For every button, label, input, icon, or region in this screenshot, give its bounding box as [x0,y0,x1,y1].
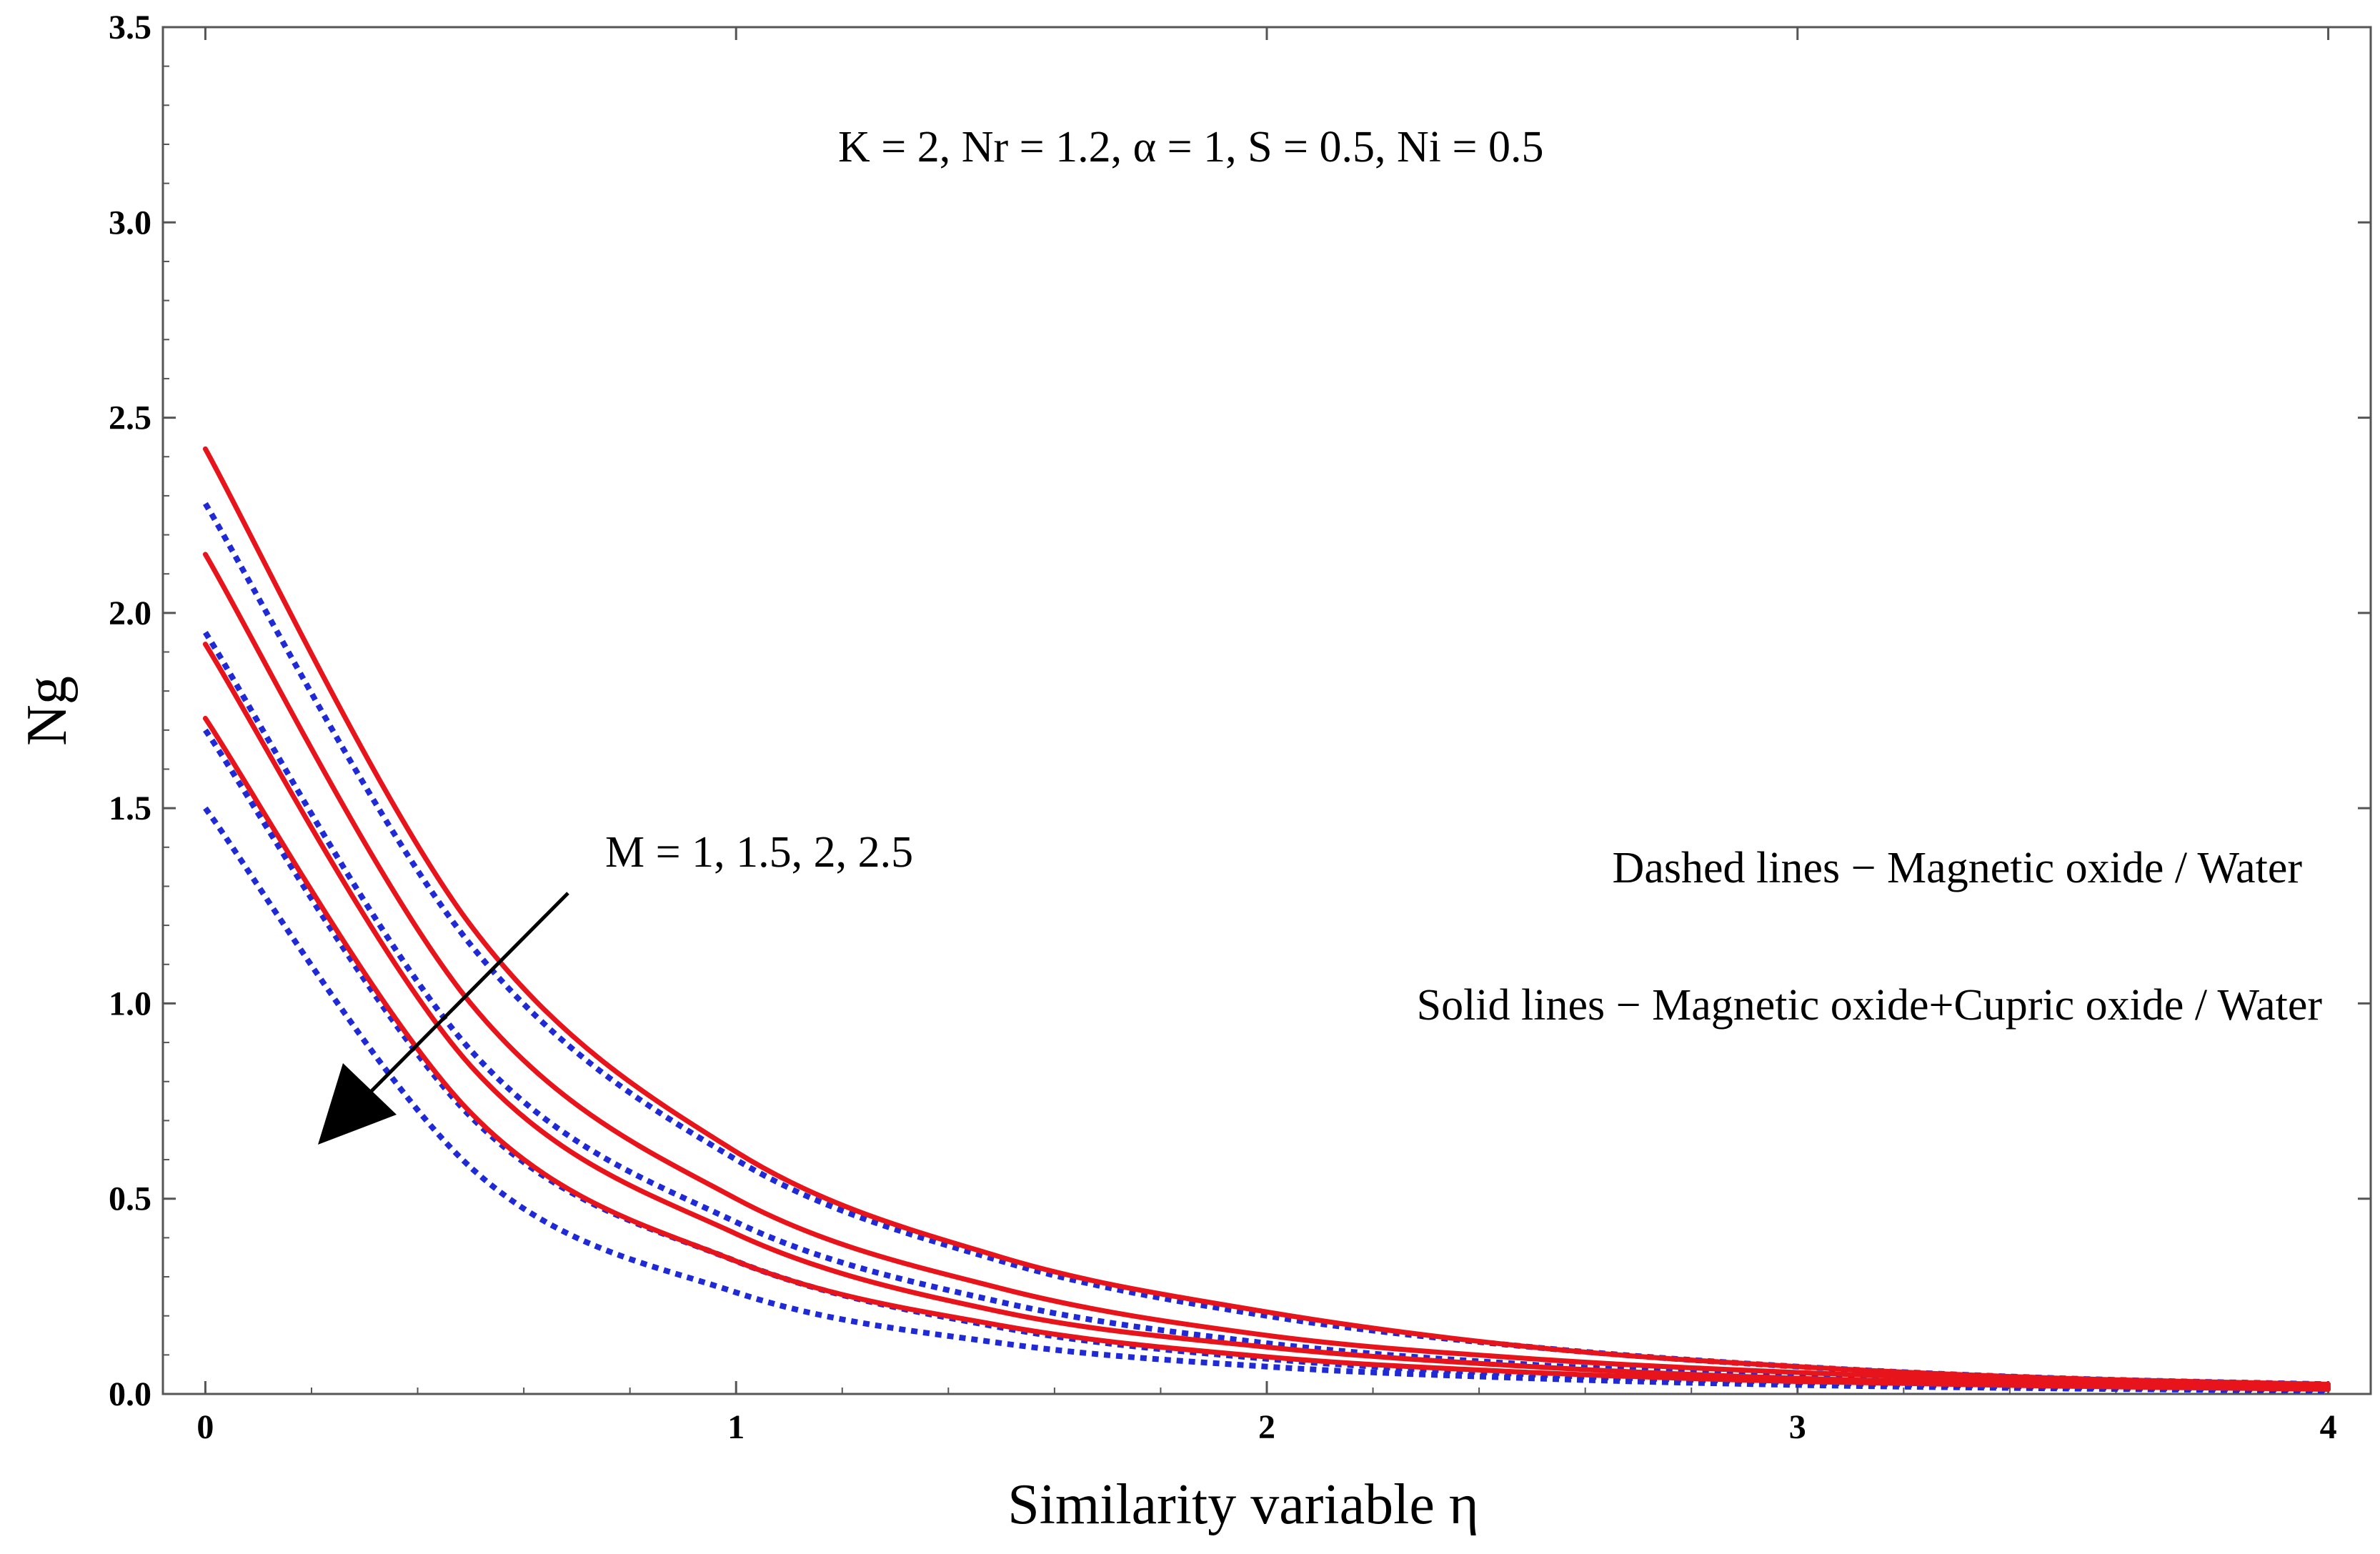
solid-series-line-5 [202,552,2331,1389]
arrow-label: M = 1, 1.5, 2, 2.5 [605,828,913,877]
y-axis-title: Ng [16,676,79,746]
y-tick-label-6: 3.0 [109,204,151,241]
x-tick-label-3: 3 [1789,1408,1806,1446]
arrow-shaft [367,892,569,1096]
x-tick-label-4: 4 [2320,1408,2337,1446]
dashed-series-line-0 [202,502,2329,1388]
y-tick-label-2: 1.0 [109,985,151,1022]
y-tick-label-3: 1.5 [109,790,151,827]
solid-series-line-7 [202,715,2331,1392]
x-tick-label-0: 0 [196,1408,214,1446]
x-tick-label-1: 1 [727,1408,745,1446]
y-tick-label-1: 0.5 [109,1180,151,1218]
y-tick-label-7: 3.5 [109,9,151,46]
axis-ticks: 0 1 2 3 4 0.0 0.5 1.0 1.5 2.0 2.5 3.0 3.5 [109,9,2371,1446]
legend-dashed-text: Dashed lines − Magnetic oxide / Water [1613,844,2303,892]
solid-series-line-4 [202,446,2331,1387]
y-tick-label-5: 2.5 [109,399,151,437]
y-tick-label-0: 0.0 [109,1375,151,1413]
dashed-series-line-3 [203,806,2329,1394]
m-direction-arrow [318,892,569,1145]
x-axis-title: Similarity variable η [1007,1473,1478,1536]
y-tick-label-4: 2.0 [109,594,151,632]
parameters-text: K = 2, Nr = 1.2, α = 1, S = 0.5, Ni = 0.… [838,123,1544,171]
x-tick-label-2: 2 [1258,1408,1275,1446]
series-layer [202,446,2331,1394]
arrow-head [318,1063,397,1145]
legend-solid-text: Solid lines − Magnetic oxide+Cupric oxid… [1417,981,2323,1030]
